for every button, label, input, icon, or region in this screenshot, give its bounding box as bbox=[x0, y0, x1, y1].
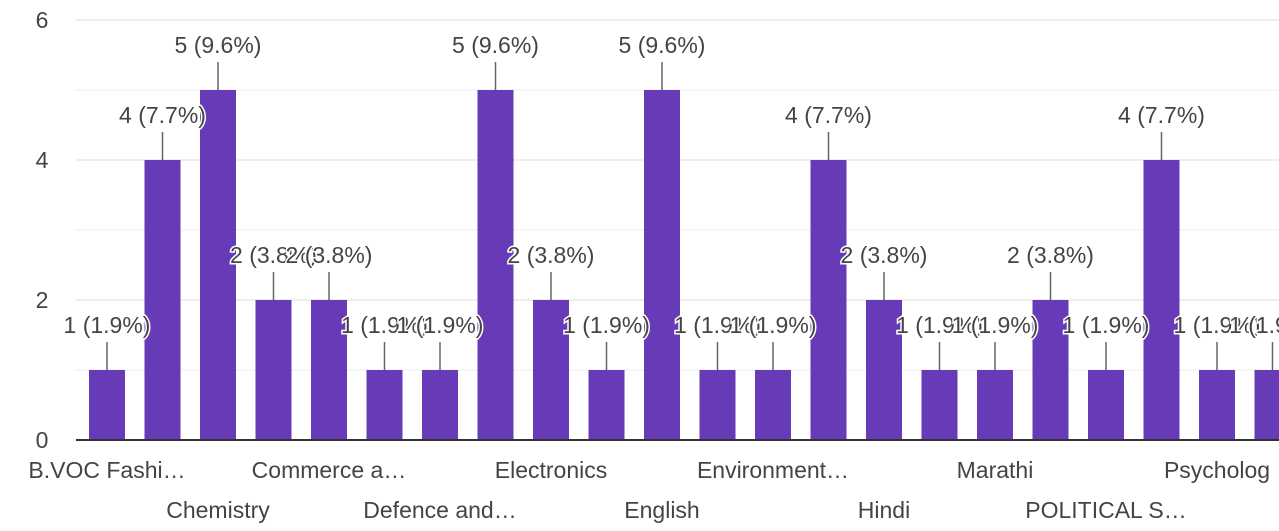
bar[interactable] bbox=[644, 90, 680, 440]
label-leader-lines bbox=[106, 62, 1274, 370]
bar[interactable] bbox=[866, 300, 902, 440]
data-labels: 1 (1.9%)4 (7.7%)5 (9.6%)2 (3.8%)2 (3.8%)… bbox=[62, 31, 1279, 340]
bar[interactable] bbox=[255, 300, 292, 440]
bars bbox=[89, 90, 1279, 440]
bar[interactable] bbox=[1032, 300, 1069, 440]
bar[interactable] bbox=[1254, 370, 1279, 440]
bar[interactable] bbox=[366, 370, 403, 440]
bar[interactable] bbox=[422, 370, 458, 440]
data-label: 4 (7.7%) bbox=[119, 102, 206, 128]
x-tick-label: Electronics bbox=[495, 457, 607, 483]
bar[interactable] bbox=[1088, 370, 1124, 440]
data-label: 2 (3.8%) bbox=[508, 242, 595, 268]
bar[interactable] bbox=[1143, 160, 1180, 440]
data-label: 1 (1.9%) bbox=[1063, 312, 1150, 338]
y-tick-label: 0 bbox=[36, 427, 49, 453]
bar[interactable] bbox=[921, 370, 958, 440]
data-label: 1 (1.9%) bbox=[64, 312, 151, 338]
data-label: 1 (1.9%) bbox=[952, 312, 1039, 338]
data-label: 5 (9.6%) bbox=[175, 32, 262, 58]
x-tick-label: Psycholog bbox=[1164, 457, 1270, 483]
y-tick-label: 2 bbox=[36, 287, 49, 313]
data-label: 1 (1.9%) bbox=[563, 312, 650, 338]
data-label: 2 (3.8%) bbox=[286, 242, 373, 268]
data-label: 1 (1.9%) bbox=[1229, 312, 1279, 338]
data-label: 2 (3.8%) bbox=[841, 242, 928, 268]
bar[interactable] bbox=[977, 370, 1013, 440]
x-tick-label: Chemistry bbox=[166, 497, 270, 523]
data-label: 2 (3.8%) bbox=[230, 242, 317, 268]
x-tick-label: Environment… bbox=[697, 457, 849, 483]
y-tick-label: 6 bbox=[36, 7, 49, 33]
bar[interactable] bbox=[89, 370, 125, 440]
bar[interactable] bbox=[144, 160, 181, 440]
data-label: 4 (7.7%) bbox=[785, 102, 872, 128]
data-label: 1 (1.9%) bbox=[1174, 312, 1261, 338]
x-tick-label: Defence and… bbox=[363, 497, 516, 523]
data-label: 1 (1.9%) bbox=[341, 312, 428, 338]
data-label: 1 (1.9%) bbox=[674, 312, 761, 338]
data-label: 2 (3.8%) bbox=[1007, 242, 1094, 268]
x-tick-label: POLITICAL S… bbox=[1025, 497, 1186, 523]
bar[interactable] bbox=[810, 160, 847, 440]
bar[interactable] bbox=[200, 90, 236, 440]
x-tick-label: Hindi bbox=[858, 497, 910, 523]
y-axis: 0 2 4 6 bbox=[36, 7, 49, 453]
data-label: 1 (1.9%) bbox=[896, 312, 983, 338]
x-tick-label: Marathi bbox=[957, 457, 1034, 483]
x-tick-label: English bbox=[624, 497, 699, 523]
data-label: 1 (1.9%) bbox=[730, 312, 817, 338]
data-label: 5 (9.6%) bbox=[452, 32, 539, 58]
bar[interactable] bbox=[533, 300, 569, 440]
bar[interactable] bbox=[699, 370, 736, 440]
data-label: 1 (1.9%) bbox=[397, 312, 484, 338]
y-tick-label: 4 bbox=[36, 147, 49, 173]
bar[interactable] bbox=[755, 370, 791, 440]
x-axis: B.VOC Fashi… Chemistry Commerce a… Defence … bbox=[28, 457, 1270, 523]
bar[interactable] bbox=[477, 90, 514, 440]
data-label: 4 (7.7%) bbox=[1118, 102, 1205, 128]
data-label: 5 (9.6%) bbox=[619, 32, 706, 58]
bar[interactable] bbox=[311, 300, 347, 440]
x-tick-label: B.VOC Fashi… bbox=[28, 457, 185, 483]
bar[interactable] bbox=[588, 370, 625, 440]
x-tick-label: Commerce a… bbox=[252, 457, 407, 483]
bar[interactable] bbox=[1199, 370, 1235, 440]
